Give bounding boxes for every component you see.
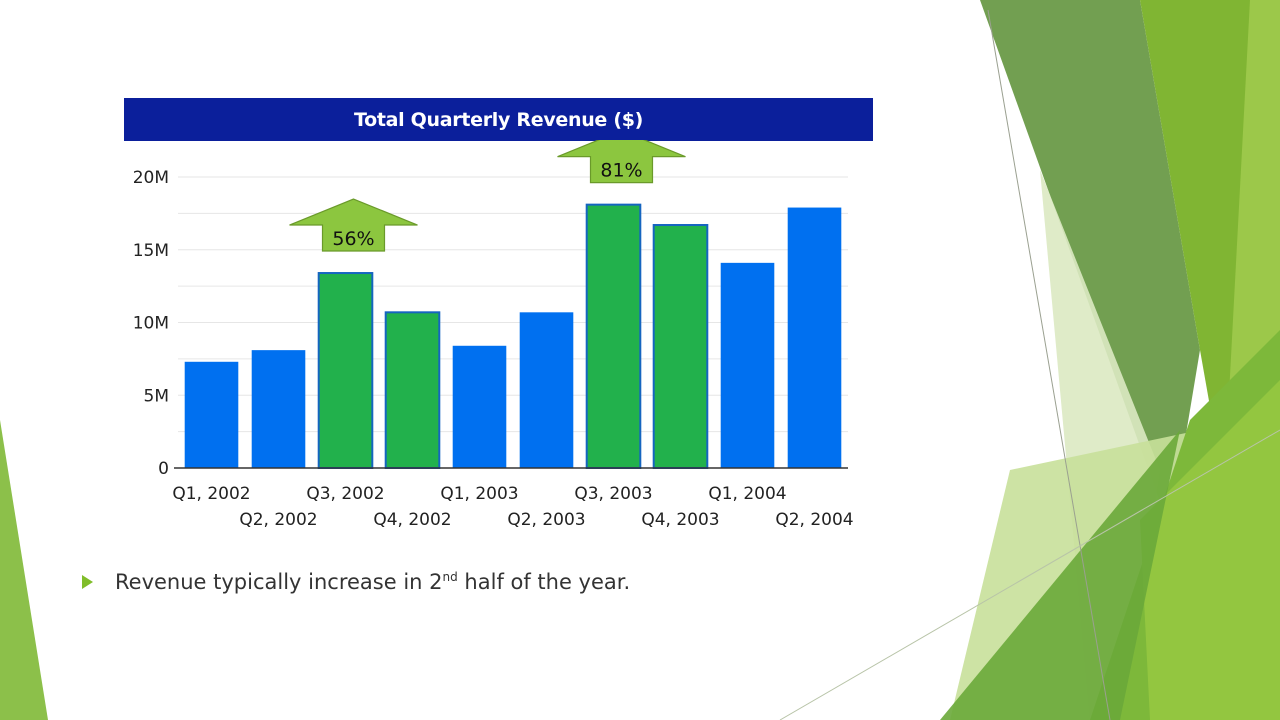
x-tick-label: Q3, 2002 [306, 484, 384, 504]
x-tick-label: Q1, 2002 [172, 484, 250, 504]
decor-line-1 [987, 9, 1111, 720]
bar-q2-2003 [519, 312, 574, 468]
x-tick-label: Q1, 2004 [708, 484, 786, 504]
bullet-text-end: half of the year. [457, 570, 631, 594]
y-tick-label: 20M [133, 168, 169, 188]
x-tick-label: Q3, 2003 [574, 484, 652, 504]
bullet-text-superscript: nd [442, 570, 458, 584]
x-tick-label: Q1, 2003 [440, 484, 518, 504]
bar-q1-2004 [720, 262, 775, 468]
callout-label: 56% [332, 228, 374, 250]
up-arrow-icon [289, 198, 418, 252]
bar-q2-2004 [787, 207, 842, 468]
y-tick-label: 0 [158, 459, 169, 479]
triangle-bullet-icon [82, 575, 93, 589]
decor-line-2 [779, 429, 1280, 720]
y-tick-label: 5M [144, 386, 169, 406]
callout-label: 81% [600, 160, 642, 182]
bullet-text: Revenue typically increase in 2nd half o… [115, 570, 630, 594]
y-axis-ticks: 0 5M 10M 15M 20M [133, 168, 169, 479]
x-axis-ticks: Q1, 2002 Q2, 2002 Q3, 2002 Q4, 2002 Q1, 2003… [172, 484, 853, 530]
bar-q1-2002 [184, 361, 239, 468]
x-tick-label: Q4, 2002 [373, 510, 451, 530]
decor-shape-7 [1140, 380, 1280, 720]
bullet-text-start: Revenue typically increase in 2 [115, 570, 443, 594]
chart-title: Total Quarterly Revenue ($) [124, 98, 873, 141]
bar-q3-2002 [317, 272, 374, 469]
x-tick-label: Q2, 2004 [775, 510, 853, 530]
y-tick-label: 10M [133, 314, 169, 334]
bar-q4-2003 [652, 224, 709, 469]
x-tick-label: Q2, 2003 [507, 510, 585, 530]
bar-q2-2002 [251, 350, 306, 468]
callouts: 56% 81% [289, 140, 686, 252]
decor-shape-8 [940, 430, 1180, 720]
bar-q1-2003 [452, 345, 507, 468]
bars [184, 203, 842, 470]
decor-shape-left [0, 420, 48, 720]
x-tick-label: Q2, 2002 [239, 510, 317, 530]
bar-chart: 0 5M 10M 15M 20M Q1, 2002 Q2, 2002 Q3, 2002 Q4,… [133, 140, 854, 530]
bar-q4-2002 [384, 311, 441, 469]
bar-q3-2003 [585, 203, 642, 470]
y-tick-label: 15M [133, 241, 169, 261]
decor-shape-1 [980, 0, 1200, 530]
up-arrow-icon [557, 140, 686, 184]
bullet-point: Revenue typically increase in 2nd half o… [82, 570, 630, 594]
x-tick-label: Q4, 2003 [641, 510, 719, 530]
